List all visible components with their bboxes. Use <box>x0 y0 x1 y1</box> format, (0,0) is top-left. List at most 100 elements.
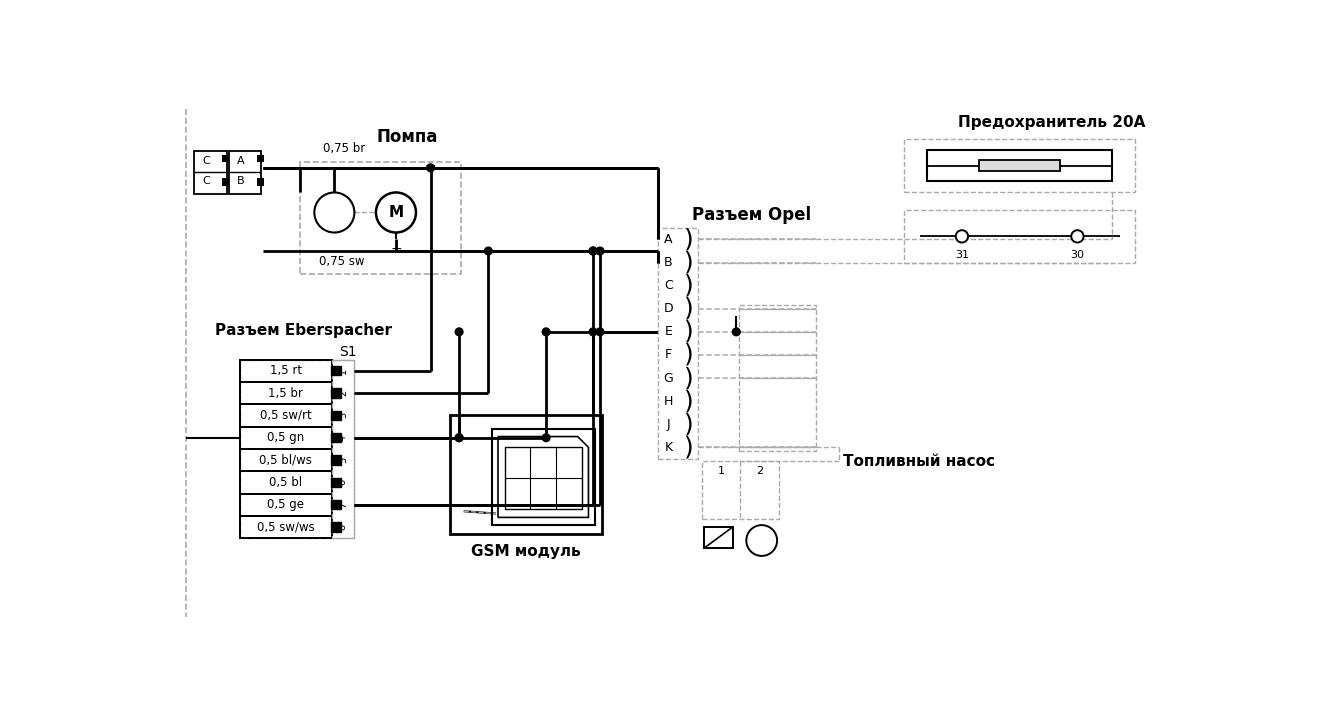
Text: ): ) <box>683 412 694 436</box>
Text: GSM модуль: GSM модуль <box>471 544 581 559</box>
Bar <box>240 382 332 404</box>
Bar <box>240 360 354 538</box>
Circle shape <box>455 328 463 335</box>
Text: B: B <box>237 176 244 186</box>
Bar <box>331 411 342 420</box>
Circle shape <box>747 525 777 556</box>
Text: 0,5 bl: 0,5 bl <box>269 476 302 489</box>
Circle shape <box>426 164 434 172</box>
Circle shape <box>596 328 604 335</box>
Text: 3: 3 <box>338 412 348 419</box>
Text: 0,5 sw/rt: 0,5 sw/rt <box>260 409 311 422</box>
Text: ): ) <box>683 343 694 367</box>
Text: 1: 1 <box>718 466 724 476</box>
Text: A: A <box>237 156 244 166</box>
Text: S1: S1 <box>339 345 356 359</box>
Bar <box>331 433 342 442</box>
Bar <box>240 404 332 426</box>
Bar <box>240 449 332 471</box>
Text: 6: 6 <box>338 479 348 486</box>
Text: −: − <box>425 159 437 173</box>
Text: ): ) <box>683 435 694 459</box>
Text: 31: 31 <box>955 250 969 260</box>
Bar <box>257 155 263 162</box>
Text: 0,5 bl/ws: 0,5 bl/ws <box>260 454 312 466</box>
Bar <box>450 415 602 534</box>
Text: 0,75 br: 0,75 br <box>323 142 365 155</box>
Text: 0,75 sw: 0,75 sw <box>319 254 364 268</box>
Circle shape <box>589 328 597 335</box>
Text: 0,5 ge: 0,5 ge <box>267 498 305 511</box>
Bar <box>658 228 698 459</box>
Text: Помпа: Помпа <box>377 128 438 146</box>
Text: 1,5 rt: 1,5 rt <box>270 365 302 377</box>
Text: ): ) <box>683 227 694 251</box>
Bar <box>702 461 779 519</box>
Bar <box>331 456 342 465</box>
Circle shape <box>596 247 604 255</box>
Bar <box>331 523 342 532</box>
Text: Разъем Eberspacher: Разъем Eberspacher <box>214 323 392 337</box>
Text: Предохранитель 20А: Предохранитель 20А <box>959 115 1145 130</box>
Text: ): ) <box>683 389 694 413</box>
Text: 4: 4 <box>338 434 348 441</box>
Circle shape <box>314 192 355 233</box>
Circle shape <box>589 247 597 255</box>
Text: 30: 30 <box>1070 250 1084 260</box>
Text: +: + <box>391 243 401 256</box>
Text: G: G <box>663 372 674 384</box>
Text: H: H <box>663 394 673 408</box>
Text: F: F <box>665 348 673 362</box>
Text: 2: 2 <box>338 390 348 396</box>
Text: 8: 8 <box>338 524 348 530</box>
Bar <box>704 527 733 548</box>
Bar <box>739 305 816 451</box>
Circle shape <box>732 328 740 335</box>
Text: Разъем Opel: Разъем Opel <box>692 206 812 224</box>
Circle shape <box>455 434 463 441</box>
Text: 1: 1 <box>338 367 348 374</box>
Bar <box>904 210 1135 263</box>
Circle shape <box>485 247 493 255</box>
Text: ): ) <box>683 320 694 344</box>
Text: C: C <box>201 176 209 186</box>
Text: 2: 2 <box>756 466 763 476</box>
Circle shape <box>589 247 597 255</box>
Bar <box>299 162 461 274</box>
Text: J: J <box>667 418 670 431</box>
Text: 0,5 sw/ws: 0,5 sw/ws <box>257 520 315 533</box>
Circle shape <box>543 328 549 335</box>
Text: K: K <box>665 441 673 454</box>
Text: 0,5 gn: 0,5 gn <box>267 431 305 444</box>
Bar <box>504 447 583 509</box>
Bar <box>331 500 342 509</box>
Bar <box>331 366 342 375</box>
Text: D: D <box>663 302 674 315</box>
Bar <box>240 360 332 382</box>
Bar <box>240 493 332 516</box>
Text: 5: 5 <box>338 457 348 464</box>
Bar <box>195 151 226 194</box>
Text: ): ) <box>683 366 694 390</box>
Bar <box>240 516 332 538</box>
Text: C: C <box>201 156 209 166</box>
Bar <box>904 140 1135 192</box>
Text: A: A <box>665 233 673 246</box>
Text: C: C <box>665 279 673 292</box>
Bar <box>240 471 332 493</box>
Circle shape <box>455 434 463 441</box>
Bar <box>229 151 261 194</box>
Bar <box>257 178 263 186</box>
Bar <box>493 429 594 525</box>
Circle shape <box>1071 230 1083 243</box>
Bar <box>978 160 1061 171</box>
Circle shape <box>543 434 549 441</box>
Bar <box>240 426 332 449</box>
Text: B: B <box>665 256 673 269</box>
Text: Топливный насос: Топливный насос <box>842 454 994 468</box>
Bar <box>332 360 354 538</box>
Circle shape <box>956 230 968 243</box>
Bar <box>927 150 1112 181</box>
Text: M: M <box>388 205 404 220</box>
Bar <box>331 389 342 398</box>
